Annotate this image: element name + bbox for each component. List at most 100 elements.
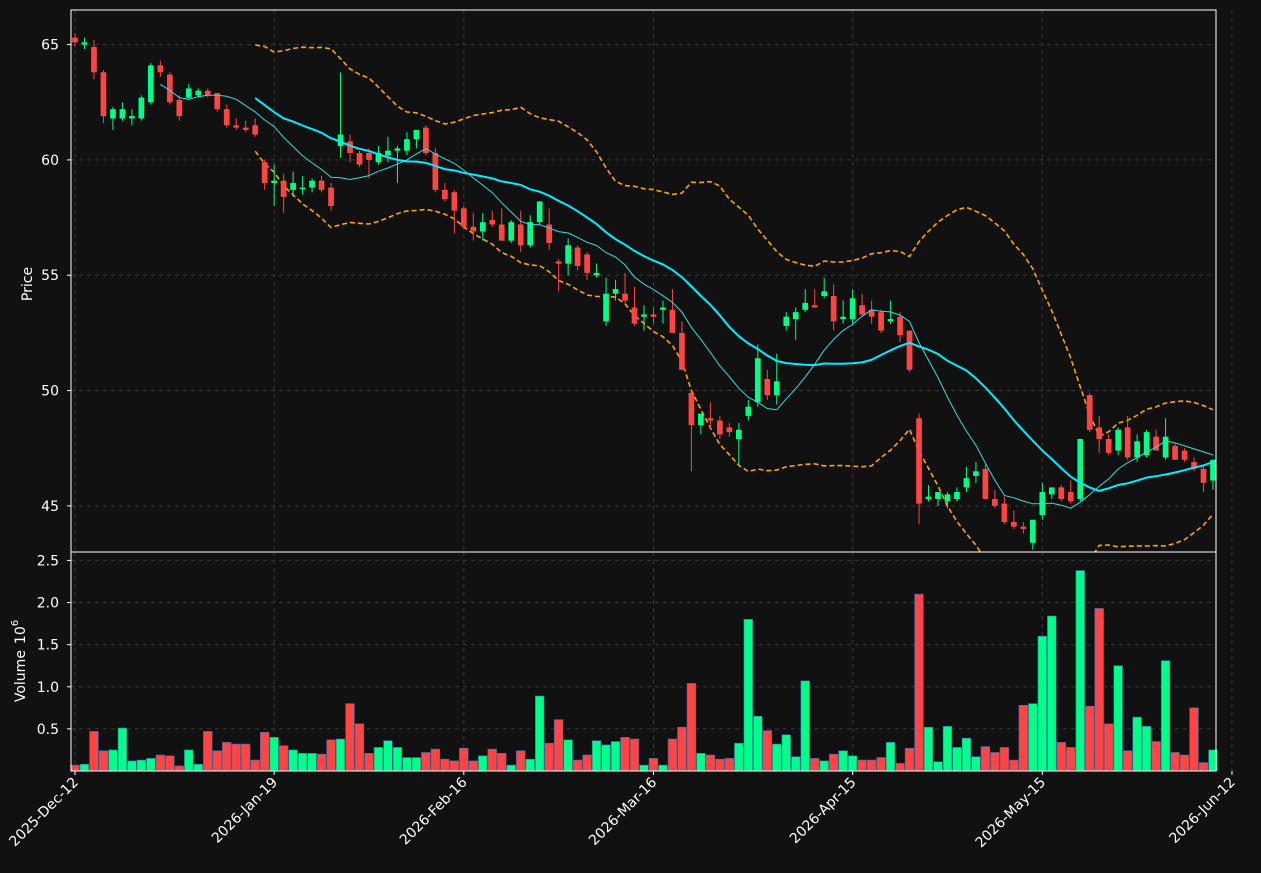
candle-body (574, 247, 581, 267)
volume-bar (1066, 747, 1076, 772)
candle-body (679, 332, 685, 370)
volume-bar (686, 683, 697, 772)
candle-body (460, 208, 467, 227)
candle-body (138, 97, 145, 119)
volume-bar (961, 737, 972, 772)
candle-body (223, 109, 230, 126)
volume-bar (1122, 750, 1133, 772)
candle-body (717, 420, 723, 435)
volume-bar (335, 738, 346, 772)
volume-bar (1047, 615, 1057, 772)
volume-bar (971, 756, 981, 772)
candle-body (366, 152, 372, 160)
volume-bar (383, 740, 393, 772)
volume-bar (1151, 741, 1161, 772)
volume-bar (241, 743, 251, 772)
volume-bar (212, 750, 222, 772)
volume-bar (1056, 742, 1066, 772)
volume-bar (648, 758, 659, 772)
candle-body (1143, 432, 1150, 456)
volume-bar (373, 747, 384, 772)
candle-body (252, 125, 259, 135)
volume-bar (487, 748, 497, 772)
candle-body (489, 219, 496, 225)
candle-body (1153, 436, 1159, 451)
volume-axis-label-base: 10 (13, 626, 29, 644)
candle-body (385, 150, 391, 156)
volume-bar (345, 703, 355, 772)
candle-body (1191, 462, 1197, 469)
candle-body (442, 189, 448, 200)
volume-tick-label: 1.5 (37, 638, 59, 654)
candle-body (1172, 445, 1178, 460)
candle-body (157, 65, 164, 73)
candle-body (299, 187, 306, 190)
volume-bar (127, 760, 137, 772)
volume-bar (70, 764, 80, 772)
candle-body (593, 272, 600, 276)
candle-body (650, 314, 657, 317)
volume-bar (715, 758, 725, 772)
candle-body (1077, 438, 1084, 499)
candle-body (527, 222, 534, 246)
candle-body (612, 289, 619, 294)
moving-average-lines (160, 83, 1214, 509)
candle-body (764, 379, 771, 396)
candle-body (1096, 427, 1103, 439)
volume-bar (667, 738, 678, 772)
candle-body (840, 316, 846, 320)
volume-bar (1104, 723, 1114, 772)
candle-body (973, 471, 979, 476)
candle-body (688, 392, 695, 426)
volume-bar (108, 749, 118, 772)
volume-bar (203, 731, 213, 772)
candle-body (1020, 526, 1027, 529)
candle-body (631, 307, 638, 324)
volume-bar (278, 745, 289, 772)
volume-bar (79, 763, 90, 772)
volume-bar (895, 763, 905, 772)
volume-tick-label: 1.0 (37, 680, 59, 696)
volume-bar (772, 743, 782, 772)
candle-body (707, 418, 714, 421)
volume-bar (98, 750, 109, 772)
candle-body (878, 312, 884, 331)
candle-body (148, 65, 154, 103)
candle-body (982, 468, 989, 499)
volume-bar (876, 757, 886, 772)
volume-bar (629, 738, 640, 772)
candle-body (603, 293, 609, 322)
volume-axis-label: Volume 106 (10, 620, 29, 702)
candle-body (622, 293, 628, 301)
volume-bar (1037, 635, 1047, 772)
volume-bar (553, 719, 564, 772)
volume-bar (222, 742, 232, 772)
volume-bar (146, 758, 156, 772)
volume-bar (791, 756, 801, 772)
volume-tick-label: 0.5 (37, 722, 59, 738)
volume-bar (430, 748, 441, 772)
candle-body (72, 37, 78, 43)
candle-body (517, 224, 524, 246)
candle-body (498, 224, 505, 241)
volume-bar (800, 680, 810, 772)
volume-bar (1085, 705, 1095, 772)
volume-bar (980, 746, 991, 772)
candle-body (849, 298, 856, 320)
candle-body (935, 492, 941, 499)
candle-body (868, 309, 875, 317)
price-y-axis: 45 50 55 60 65 (41, 38, 71, 515)
candle-body (423, 127, 429, 153)
candle-body (1162, 436, 1169, 458)
candle-body (432, 152, 439, 190)
volume-bar (1075, 570, 1085, 772)
candle-body (555, 261, 562, 264)
volume-bar (174, 765, 184, 772)
candle-body (792, 312, 799, 320)
volume-bar (1198, 762, 1209, 772)
candle-body (233, 125, 240, 128)
volume-bar (307, 753, 317, 772)
candle-body (992, 498, 998, 506)
volume-bar (781, 734, 791, 772)
volume-bar (1113, 665, 1123, 772)
